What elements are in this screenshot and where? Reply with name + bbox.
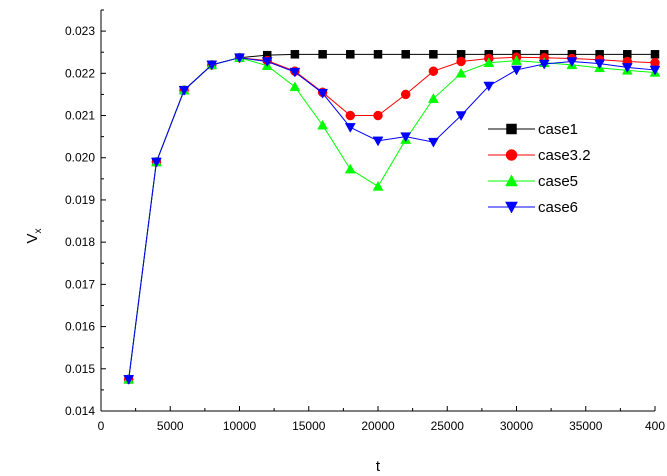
y-tick-label: 0.016 — [65, 320, 95, 334]
legend-marker — [505, 149, 518, 161]
data-point-case6 — [372, 136, 384, 147]
data-point-case6 — [400, 132, 412, 143]
data-point-case6 — [594, 59, 606, 70]
data-point-case1 — [401, 50, 410, 59]
x-axis-title: t — [376, 458, 381, 475]
x-tick-label: 30000 — [500, 419, 534, 433]
legend-marker — [505, 201, 518, 214]
data-point-case1 — [290, 50, 300, 59]
x-tick-label: 35000 — [569, 419, 603, 433]
data-point-case6 — [150, 157, 162, 168]
x-tick-label: 15000 — [292, 419, 326, 433]
data-point-case6 — [511, 65, 522, 76]
y-axis-title-subscript: x — [33, 228, 44, 233]
series-line-case3.2 — [128, 56, 656, 380]
legend-label: case5 — [538, 173, 578, 190]
data-point-case5 — [289, 81, 301, 92]
data-point-case5 — [427, 93, 439, 103]
data-point-case3.2 — [456, 56, 466, 67]
data-point-case1 — [373, 50, 383, 59]
x-tick-label: 10000 — [223, 419, 257, 433]
data-point-case5 — [511, 55, 522, 65]
legend-label: case3.2 — [538, 147, 591, 164]
data-point-case1 — [650, 50, 660, 59]
data-point-case6 — [538, 59, 550, 70]
y-tick-label: 0.020 — [65, 151, 95, 165]
y-tick-label: 0.022 — [65, 66, 95, 80]
data-point-case1 — [318, 50, 327, 59]
data-point-case6 — [206, 60, 218, 71]
data-point-case6 — [261, 57, 273, 68]
data-point-case6 — [427, 137, 439, 148]
data-point-case3.2 — [400, 89, 411, 100]
x-tick-label: 400 — [645, 419, 665, 433]
y-tick-label: 0.017 — [65, 277, 95, 291]
data-point-case5 — [344, 163, 356, 174]
y-tick-label: 0.014 — [65, 404, 95, 418]
y-tick-label: 0.018 — [65, 235, 95, 249]
legend-marker — [505, 174, 518, 187]
series-line-case5 — [128, 57, 656, 380]
y-tick-label: 0.023 — [65, 24, 95, 38]
data-point-case1 — [346, 50, 355, 59]
legend-entry-case1: case1 — [488, 121, 578, 138]
data-point-case6 — [344, 123, 356, 133]
series-line-case6 — [128, 57, 656, 380]
data-point-case6 — [234, 53, 245, 64]
y-tick-label: 0.021 — [65, 109, 95, 123]
y-axis-title: Vx — [24, 228, 44, 243]
data-point-case6 — [566, 57, 578, 68]
series-case1 — [124, 50, 660, 384]
y-tick-label: 0.019 — [65, 193, 95, 207]
series-case5 — [123, 52, 661, 384]
x-tick-label: 0 — [98, 419, 105, 433]
data-point-case6 — [123, 375, 135, 385]
svg-text:Vx: Vx — [24, 228, 44, 243]
x-tick-label: 5000 — [157, 419, 184, 433]
y-axis-title-main: V — [24, 233, 41, 243]
legend-label: case6 — [538, 199, 578, 216]
legend-marker — [506, 123, 517, 135]
data-point-case6 — [483, 81, 495, 92]
data-point-case5 — [483, 57, 495, 68]
data-point-case6 — [178, 85, 190, 96]
legend-entry-case6: case6 — [488, 199, 578, 216]
data-point-case1 — [429, 50, 438, 59]
data-point-case6 — [649, 65, 661, 76]
data-point-case5 — [317, 119, 329, 130]
data-point-case3.2 — [345, 110, 356, 121]
legend-entry-case5: case5 — [488, 173, 578, 190]
series-line-case1 — [128, 53, 655, 380]
series-case6 — [123, 53, 661, 385]
legend-entry-case3.2: case3.2 — [488, 147, 591, 164]
legend-label: case1 — [538, 121, 578, 138]
data-point-case6 — [455, 111, 467, 122]
series-case3.2 — [123, 52, 660, 385]
x-tick-label: 20000 — [361, 419, 395, 433]
data-point-case5 — [372, 180, 384, 191]
x-tick-label: 25000 — [431, 419, 465, 433]
data-point-case6 — [621, 63, 633, 73]
y-tick-label: 0.015 — [65, 362, 95, 376]
data-point-case3.2 — [373, 110, 383, 121]
data-point-case6 — [317, 88, 329, 99]
data-point-case3.2 — [428, 66, 439, 76]
data-point-case5 — [455, 67, 467, 78]
data-point-case6 — [289, 67, 301, 78]
